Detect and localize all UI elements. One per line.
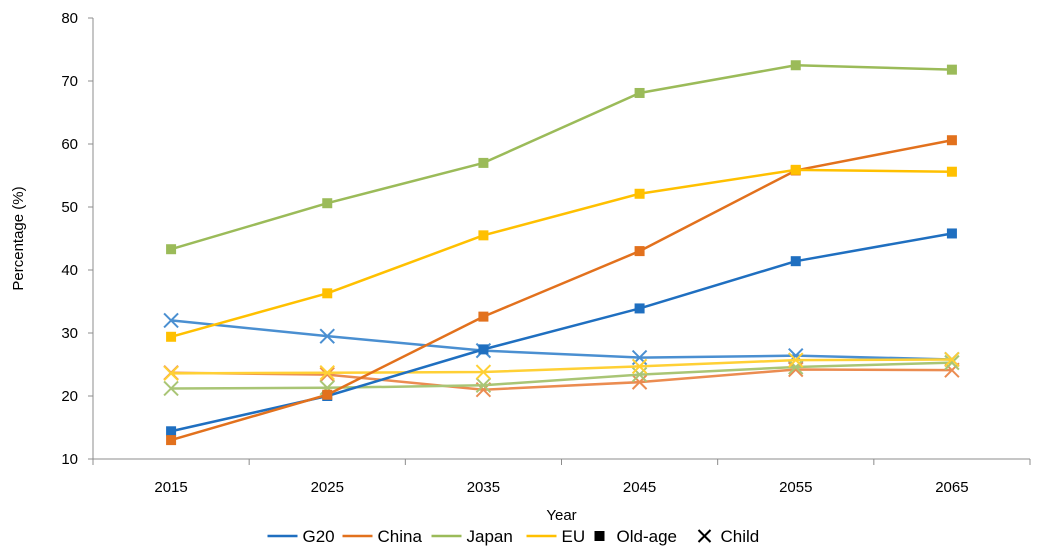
y-tick-label-80: 80 <box>61 10 78 27</box>
point-g20-child-2015 <box>163 312 179 329</box>
point-eu-old-age-2025 <box>322 288 333 299</box>
point-eu-old-age-2055 <box>790 164 801 175</box>
y-tick-label-70: 70 <box>61 73 78 90</box>
point-eu-child-2025 <box>319 364 335 381</box>
point-eu-child-2055 <box>788 352 804 368</box>
point-china-old-age-2065 <box>946 135 957 146</box>
series-china-old-age <box>166 135 957 446</box>
legend-label-japan: Japan <box>467 527 513 546</box>
point-g20-child-2025 <box>319 328 335 344</box>
point-g20-old-age-2015 <box>166 426 177 437</box>
y-axis-title: Percentage (%) <box>10 186 27 290</box>
x-tick-label-2035: 2035 <box>467 479 500 496</box>
point-japan-old-age-2065 <box>946 64 957 75</box>
point-japan-child-2065 <box>944 354 960 371</box>
point-japan-old-age-2015 <box>166 244 177 255</box>
axes-layer <box>88 17 1031 465</box>
point-eu-child-2035 <box>475 364 492 380</box>
legend-item-old-age: Old-age <box>594 527 677 546</box>
x-tick-label-2045: 2045 <box>623 479 656 496</box>
series-layer <box>163 60 960 446</box>
series-line-japan-old-age <box>169 64 954 251</box>
point-japan-child-2035 <box>475 377 492 393</box>
point-japan-old-age-2025 <box>322 198 333 209</box>
x-tick-label-2015: 2015 <box>154 479 187 496</box>
legend-swatch-old-age <box>594 531 605 541</box>
legend-item-g20: G20 <box>267 527 335 546</box>
series-line-eu-old-age <box>169 168 954 339</box>
series-japan-child <box>163 354 960 397</box>
series-eu-old-age <box>166 164 957 342</box>
legend-layer: G20 China Japan EU Old-age Child <box>267 527 760 546</box>
series-line-g20-child <box>169 319 954 361</box>
series-eu-child <box>163 351 960 382</box>
point-eu-child-2065 <box>944 351 960 368</box>
labels-layer: 10 20 30 40 50 60 70 80 2015 2025 2035 2045 2055 2065… <box>10 10 969 524</box>
point-eu-old-age-2065 <box>946 166 957 177</box>
point-g20-old-age-2045 <box>634 303 645 314</box>
y-tick-label-60: 60 <box>61 136 78 153</box>
point-china-old-age-2025 <box>322 389 333 400</box>
y-tick-label-20: 20 <box>61 388 78 405</box>
point-eu-old-age-2045 <box>634 188 645 199</box>
point-japan-old-age-2055 <box>790 60 801 71</box>
y-tick-label-10: 10 <box>61 451 78 468</box>
point-eu-old-age-2015 <box>166 331 177 342</box>
x-axis-title: Year <box>546 507 576 524</box>
series-line-japan-child <box>169 361 954 390</box>
legend-item-japan: Japan <box>431 527 513 546</box>
legend-swatch-child <box>697 529 712 543</box>
series-line-eu-child <box>169 358 954 375</box>
y-tick-label-40: 40 <box>61 262 78 279</box>
x-tick-label-2055: 2055 <box>779 479 812 496</box>
point-japan-old-age-2045 <box>634 87 645 98</box>
series-line-china-old-age <box>169 138 954 442</box>
point-japan-child-2055 <box>788 359 804 375</box>
point-china-old-age-2035 <box>478 311 489 322</box>
legend-label-china: China <box>378 527 423 546</box>
point-japan-old-age-2035 <box>478 157 489 168</box>
legend-label-g20: G20 <box>303 527 335 546</box>
point-g20-old-age-2035 <box>478 344 489 355</box>
point-china-old-age-2045 <box>634 246 645 257</box>
series-japan-old-age <box>166 60 957 255</box>
series-g20-child <box>163 312 960 368</box>
point-g20-old-age-2065 <box>946 228 957 239</box>
point-eu-child-2045 <box>631 358 648 375</box>
legend-label-old-age: Old-age <box>617 527 677 546</box>
legend-item-child: Child <box>697 527 760 546</box>
point-japan-child-2015 <box>163 380 179 397</box>
point-china-child-2025 <box>319 366 335 383</box>
legend-item-china: China <box>342 527 423 546</box>
point-eu-child-2015 <box>163 365 179 382</box>
x-tick-label-2025: 2025 <box>311 479 344 496</box>
y-tick-label-50: 50 <box>61 199 78 216</box>
point-g20-old-age-2055 <box>790 256 801 267</box>
point-china-old-age-2015 <box>166 435 177 446</box>
point-china-child-2045 <box>631 374 648 390</box>
legend-label-child: Child <box>721 527 760 546</box>
y-tick-label-30: 30 <box>61 325 78 342</box>
x-tick-label-2065: 2065 <box>935 479 968 496</box>
legend-label-eu: EU <box>562 527 586 546</box>
point-eu-old-age-2035 <box>478 230 489 241</box>
legend-item-eu: EU <box>526 527 586 546</box>
series-line-china-child <box>169 368 954 391</box>
